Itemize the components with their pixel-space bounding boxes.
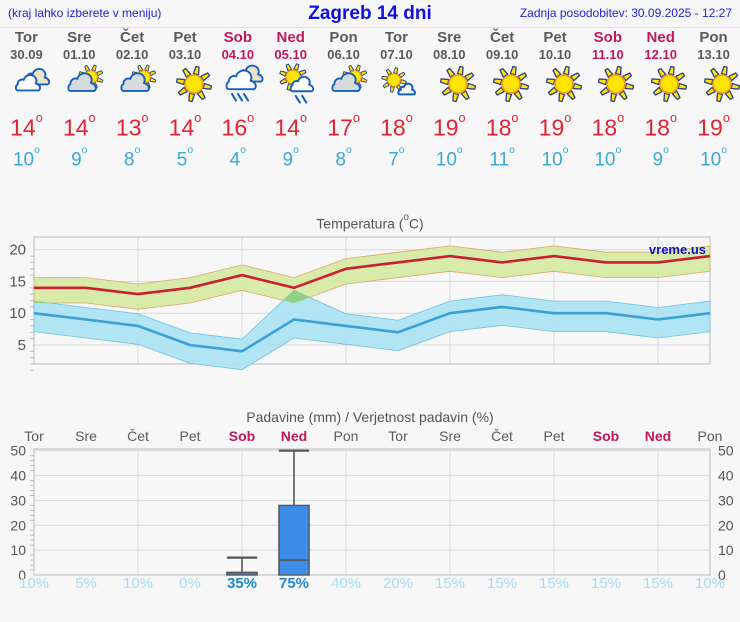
- svg-text:20: 20: [9, 242, 26, 259]
- svg-text:5: 5: [18, 337, 26, 354]
- svg-text:vreme.us: vreme.us: [649, 242, 706, 257]
- svg-text:10: 10: [10, 542, 26, 558]
- svg-text:50: 50: [718, 445, 734, 459]
- svg-text:40: 40: [10, 468, 26, 484]
- svg-text:40: 40: [718, 468, 734, 484]
- svg-text:10: 10: [718, 542, 734, 558]
- svg-text:20: 20: [718, 517, 734, 533]
- svg-text:15: 15: [9, 273, 26, 290]
- svg-text:50: 50: [10, 445, 26, 459]
- svg-text:20: 20: [10, 517, 26, 533]
- svg-text:10: 10: [9, 305, 26, 322]
- svg-text:30: 30: [718, 492, 734, 508]
- svg-text:30: 30: [10, 492, 26, 508]
